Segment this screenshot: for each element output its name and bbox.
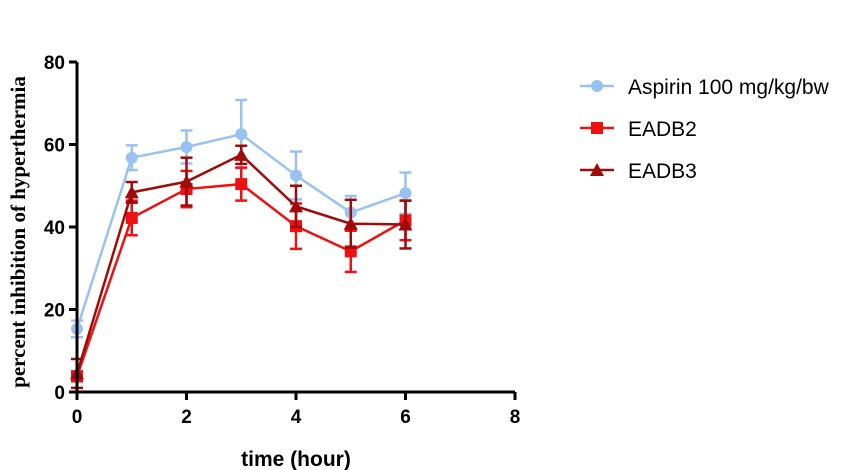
data-point xyxy=(290,169,302,182)
y-tick-label: 60 xyxy=(44,136,65,157)
x-tick-label: 0 xyxy=(72,407,83,428)
data-point xyxy=(125,151,138,164)
y-tick-label: 0 xyxy=(54,383,65,404)
y-axis-label: percent inhibition of hyperthermia xyxy=(6,76,30,388)
y-tick-label: 80 xyxy=(44,53,65,74)
series-circle xyxy=(71,98,412,339)
data-point xyxy=(234,147,249,161)
legend: Aspirin 100 mg/kg/bw EADB2 EADB3 xyxy=(580,76,830,183)
legend-label: EADB3 xyxy=(628,160,697,183)
legend-label: EADB2 xyxy=(628,118,697,141)
data-point xyxy=(124,185,139,199)
x-axis-label: time (hour) xyxy=(241,448,351,470)
legend-item: EADB2 xyxy=(580,118,697,141)
y-tick-label: 20 xyxy=(44,301,65,322)
legend-marker xyxy=(591,80,603,92)
legend-item: EADB3 xyxy=(580,160,697,183)
legend-marker xyxy=(591,122,603,134)
x-tick-label: 8 xyxy=(510,407,521,428)
data-point xyxy=(180,140,193,153)
data-point xyxy=(399,187,412,200)
data-point xyxy=(289,199,303,213)
plot-area xyxy=(70,98,413,390)
data-point xyxy=(179,174,194,188)
data-point xyxy=(125,211,138,224)
x-tick-label: 2 xyxy=(181,407,192,428)
x-tick-label: 4 xyxy=(291,407,302,428)
series-triangle xyxy=(70,144,413,390)
y-ticks: 0 20 40 60 80 xyxy=(44,53,77,404)
data-point xyxy=(343,216,358,230)
y-tick-label: 40 xyxy=(44,218,65,239)
x-ticks: 0 2 4 6 8 xyxy=(72,392,521,428)
x-tick-label: 6 xyxy=(400,407,411,428)
legend-item: Aspirin 100 mg/kg/bw xyxy=(580,76,830,99)
series-square xyxy=(71,166,412,383)
legend-label: Aspirin 100 mg/kg/bw xyxy=(628,76,830,99)
data-point xyxy=(235,178,248,191)
legend-marker xyxy=(590,163,604,176)
data-point xyxy=(398,217,413,231)
data-point xyxy=(235,128,248,141)
